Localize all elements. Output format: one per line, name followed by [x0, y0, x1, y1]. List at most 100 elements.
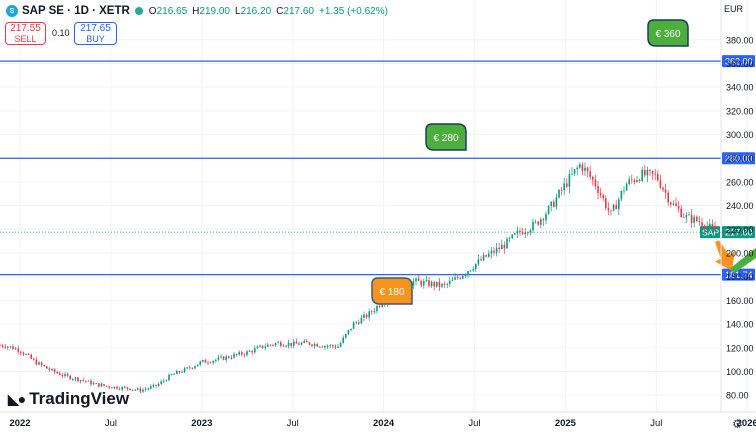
candle-body [615, 204, 617, 210]
y-tick-label: 260.00 [726, 177, 754, 187]
candle-body [157, 383, 160, 387]
target-bubble[interactable] [425, 123, 467, 151]
sell-button[interactable]: 217.55 SELL [5, 22, 46, 45]
candle-body [464, 274, 467, 276]
candle-body [490, 250, 493, 254]
candle-body [534, 221, 537, 223]
gear-icon[interactable]: ⚙ [732, 417, 743, 431]
target-bubble[interactable] [371, 277, 413, 305]
candle-body [186, 367, 188, 369]
candle-body [521, 231, 524, 235]
currency-label[interactable]: EUR [724, 4, 744, 14]
y-tick-label: 360.00 [726, 59, 754, 69]
candle-body [451, 279, 454, 281]
ohlc-open: O216.65 [148, 5, 188, 17]
green-up-arrow[interactable] [730, 158, 756, 274]
price-level-tag [722, 268, 755, 281]
candle-body [178, 371, 181, 373]
candle-body [633, 180, 636, 182]
candle-body [225, 356, 227, 360]
x-tick-label: Jul [468, 418, 480, 429]
candle-body [95, 383, 97, 385]
y-tick-label: 300.00 [726, 130, 754, 140]
candle-body [176, 371, 178, 374]
candle-body [475, 263, 477, 270]
candle-body [581, 164, 584, 171]
brand-name: TradingView [29, 389, 130, 408]
candle-body [495, 247, 498, 253]
last-price-label: 217.60 [725, 228, 753, 238]
candle-body [373, 311, 376, 312]
price-level-tag [722, 152, 755, 165]
candle-body [38, 362, 40, 365]
last-price-tag [722, 226, 755, 239]
candle-body [207, 362, 209, 364]
candle-body [688, 214, 690, 216]
candle-body [111, 387, 113, 389]
x-tick-label: Jul [287, 418, 299, 429]
candle-body [326, 345, 329, 347]
candle-body [441, 283, 443, 287]
target-bubble[interactable] [647, 19, 689, 47]
candle-body [605, 198, 607, 209]
candle-body [545, 214, 547, 221]
candle-body [316, 343, 318, 347]
candle-body [485, 255, 487, 257]
candle-body [631, 179, 633, 181]
candle-body [48, 368, 51, 371]
candle-body [72, 379, 74, 380]
candle-body [417, 278, 420, 281]
candle-body [454, 277, 456, 280]
candle-body [709, 223, 711, 227]
candle-body [287, 343, 290, 346]
candle-body [293, 341, 295, 346]
candle-body [7, 346, 9, 348]
candle-body [324, 346, 326, 348]
price-change: +1.35 (+0.62%) [318, 5, 388, 17]
y-tick-label: 280.00 [726, 154, 754, 164]
candle-body [646, 169, 649, 176]
candle-body [194, 366, 196, 369]
candle-body [183, 368, 186, 373]
sap-logo-icon: S [6, 5, 18, 17]
candle-body [139, 388, 142, 392]
x-tick-label: 2023 [191, 418, 212, 429]
y-tick-label: 220.00 [726, 225, 754, 235]
candle-body [547, 206, 550, 215]
candle-body [170, 374, 173, 376]
price-axis: 80.00 100.00 120.00 140.00 160.00 180.00 200.0… [720, 0, 754, 412]
candle-body [319, 346, 321, 348]
candle-body [636, 180, 638, 182]
candle-body [412, 281, 415, 286]
x-tick-label: 2026 [737, 418, 756, 429]
candle-body [150, 386, 152, 389]
candle-body [235, 354, 238, 356]
buy-button[interactable]: 217.65 BUY [74, 22, 117, 45]
candle-body [659, 180, 662, 188]
candle-body [131, 389, 134, 391]
candle-body [703, 225, 706, 229]
candle-body [137, 388, 139, 390]
candle-body [584, 167, 586, 171]
candle-body [79, 379, 82, 382]
candle-body [623, 190, 625, 192]
candle-body [350, 328, 352, 330]
candle-body [503, 244, 506, 249]
candle-body [290, 343, 292, 346]
tradingview-logo-icon: ◣● [8, 390, 26, 407]
candle-body [46, 366, 48, 369]
symbol-tag-label: SAP [702, 228, 719, 238]
candle-body [215, 359, 217, 361]
market-open-icon [134, 7, 143, 15]
candle-body [644, 169, 646, 176]
candle-body [152, 384, 155, 387]
candle-body [352, 322, 355, 329]
symbol-header: S SAP SE · 1D · XETR O216.65 H219.00 L21… [6, 3, 388, 19]
symbol-title[interactable]: SAP SE · 1D · XETR [22, 5, 130, 17]
candle-body [516, 230, 519, 234]
candle-body [124, 386, 126, 388]
orange-down-arrow[interactable] [715, 240, 735, 271]
candle-body [675, 203, 677, 207]
candle-body [196, 364, 199, 367]
